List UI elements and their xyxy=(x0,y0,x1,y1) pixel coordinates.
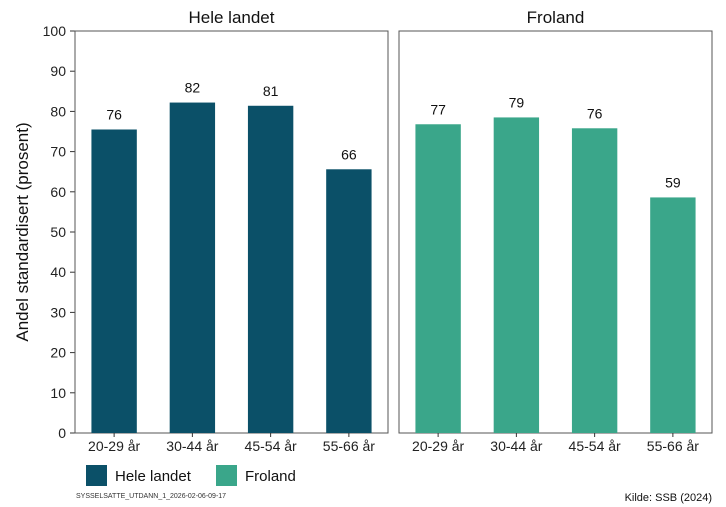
legend-label: Froland xyxy=(245,468,296,485)
x-tick-label: 20-29 år xyxy=(88,438,140,454)
x-tick-label: 30-44 år xyxy=(490,438,542,454)
bar xyxy=(326,169,372,433)
legend-swatch xyxy=(216,465,237,486)
x-tick-label: 20-29 år xyxy=(412,438,464,454)
source-note: Kilde: SSB (2024) xyxy=(625,492,712,504)
legend-label: Hele landet xyxy=(115,468,192,485)
data-label: 66 xyxy=(341,146,357,162)
legend: Hele landet Froland xyxy=(86,465,296,486)
panel-border xyxy=(398,30,713,434)
data-label: 77 xyxy=(430,101,446,117)
bar xyxy=(493,117,540,434)
x-tick-label: 55-66 år xyxy=(647,438,699,454)
y-tick-label: 90 xyxy=(50,63,66,79)
bar xyxy=(415,124,461,433)
bar xyxy=(91,129,137,434)
data-label: 79 xyxy=(509,94,525,110)
y-tick-label: 20 xyxy=(50,345,66,361)
bar xyxy=(650,197,696,433)
bar xyxy=(571,128,618,433)
panel-title: Froland xyxy=(527,8,585,27)
x-tick-label: 55-66 år xyxy=(323,438,375,454)
chart-panels: 0 10 20 30 40 50 60 70 80 90 100 Hele landet 76 20-29… xyxy=(43,8,713,454)
data-label: 76 xyxy=(106,106,122,122)
legend-item: Hele landet xyxy=(86,465,192,486)
data-label: 82 xyxy=(185,80,201,96)
y-tick-label: 0 xyxy=(58,425,66,441)
data-label: 81 xyxy=(263,83,279,99)
y-tick-label: 60 xyxy=(50,184,66,200)
x-tick-label: 45-54 år xyxy=(245,438,297,454)
panel-border xyxy=(74,30,389,434)
bar xyxy=(247,105,294,433)
legend-item: Froland xyxy=(216,465,296,486)
y-tick-label: 80 xyxy=(50,103,66,119)
y-tick-label: 40 xyxy=(50,264,66,280)
y-tick-label: 100 xyxy=(43,23,67,39)
y-axis-title: Andel standardisert (prosent) xyxy=(13,122,32,341)
x-tick-label: 30-44 år xyxy=(166,438,218,454)
bar xyxy=(169,102,216,433)
y-tick-label: 10 xyxy=(50,385,66,401)
legend-swatch xyxy=(86,465,107,486)
panel-1: Froland 77 20-29 år 79 30-44 år 76 45-54 år 59 5… xyxy=(398,8,713,454)
y-tick-label: 70 xyxy=(50,144,66,160)
panel-title: Hele landet xyxy=(188,8,274,27)
y-tick-label: 30 xyxy=(50,304,66,320)
data-label: 59 xyxy=(665,174,681,190)
x-tick-label: 45-54 år xyxy=(569,438,621,454)
y-tick-label: 50 xyxy=(50,224,66,240)
panel-0: Hele landet 76 20-29 år 82 30-44 år 81 45-54 å… xyxy=(74,8,389,454)
data-label: 76 xyxy=(587,105,603,121)
chart-code: SYSSELSATTE_UTDANN_1_2026-02-06-09-17 xyxy=(76,493,226,500)
